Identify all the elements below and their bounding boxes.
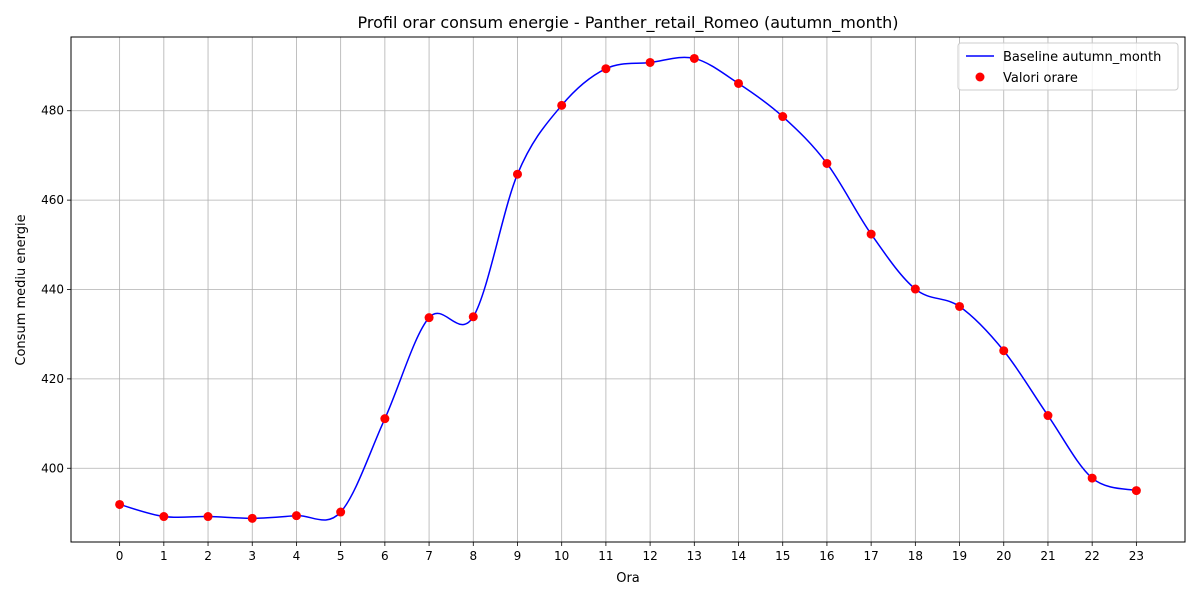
y-tick-label: 460 [41, 193, 64, 207]
hourly-value-point [557, 100, 567, 110]
legend-label-points: Valori orare [1003, 71, 1078, 86]
hourly-value-point [601, 64, 611, 74]
y-tick-label: 440 [41, 283, 64, 297]
legend-label-baseline: Baseline autumn_month [1003, 50, 1161, 65]
hourly-value-point [336, 507, 346, 517]
hourly-value-point [1087, 473, 1097, 483]
x-tick-label: 5 [337, 549, 345, 563]
hourly-value-point [645, 57, 655, 67]
x-axis-label: Ora [616, 571, 640, 586]
hourly-value-point [1131, 486, 1141, 496]
x-tick-label: 3 [248, 549, 256, 563]
hourly-value-point [512, 169, 522, 179]
x-tick-label: 14 [731, 549, 746, 563]
hourly-value-point [955, 301, 965, 311]
hourly-points-layer [115, 53, 1141, 523]
hourly-value-point [468, 312, 478, 322]
x-tick-label: 15 [775, 549, 790, 563]
hourly-value-point [291, 511, 301, 521]
hourly-value-point [778, 112, 788, 122]
x-tick-label: 20 [996, 549, 1011, 563]
x-tick-label: 13 [687, 549, 702, 563]
y-tick-label: 400 [41, 461, 64, 475]
hourly-value-point [910, 284, 920, 294]
x-tick-label: 17 [863, 549, 878, 563]
legend-point-swatch [975, 72, 985, 82]
y-tick-label: 480 [41, 104, 64, 118]
x-tick-label: 16 [819, 549, 834, 563]
hourly-value-point [203, 512, 213, 522]
x-tick-label: 1 [160, 549, 168, 563]
x-tick-label: 4 [293, 549, 301, 563]
legend: Baseline autumn_month Valori orare [957, 42, 1179, 91]
x-tick-label: 9 [514, 549, 522, 563]
hourly-value-point [247, 513, 257, 523]
x-tick-label: 10 [554, 549, 569, 563]
legend-box [957, 42, 1179, 91]
hourly-value-point [999, 346, 1009, 356]
x-tick-label: 18 [908, 549, 923, 563]
hourly-value-point [380, 414, 390, 424]
x-tick-label: 22 [1085, 549, 1100, 563]
chart-title: Profil orar consum energie - Panther_ret… [358, 13, 899, 33]
hourly-value-point [866, 229, 876, 239]
x-tick-label: 12 [642, 549, 657, 563]
hourly-value-point [115, 499, 125, 509]
x-tick-label: 6 [381, 549, 389, 563]
hourly-value-point [1043, 411, 1053, 421]
y-tick-label: 420 [41, 372, 64, 386]
x-tick-label: 7 [425, 549, 433, 563]
x-tick-label: 21 [1040, 549, 1055, 563]
axis-ticks: 0 1 2 3 4 5 6 7 8 9 10 11 12 13 14 15 16 17 18 19 20 21 22 2340… [41, 104, 1144, 563]
hourly-value-point [424, 313, 434, 323]
x-tick-label: 23 [1129, 549, 1144, 563]
x-tick-label: 0 [116, 549, 124, 563]
x-tick-label: 11 [598, 549, 613, 563]
hourly-value-point [159, 512, 169, 522]
x-tick-label: 8 [469, 549, 477, 563]
x-tick-label: 19 [952, 549, 967, 563]
y-axis-label: Consum mediu energie [14, 214, 29, 365]
hourly-value-point [734, 78, 744, 88]
x-tick-label: 2 [204, 549, 212, 563]
grid-lines [71, 37, 1185, 542]
hourly-value-point [822, 158, 832, 168]
hourly-value-point [689, 53, 699, 63]
